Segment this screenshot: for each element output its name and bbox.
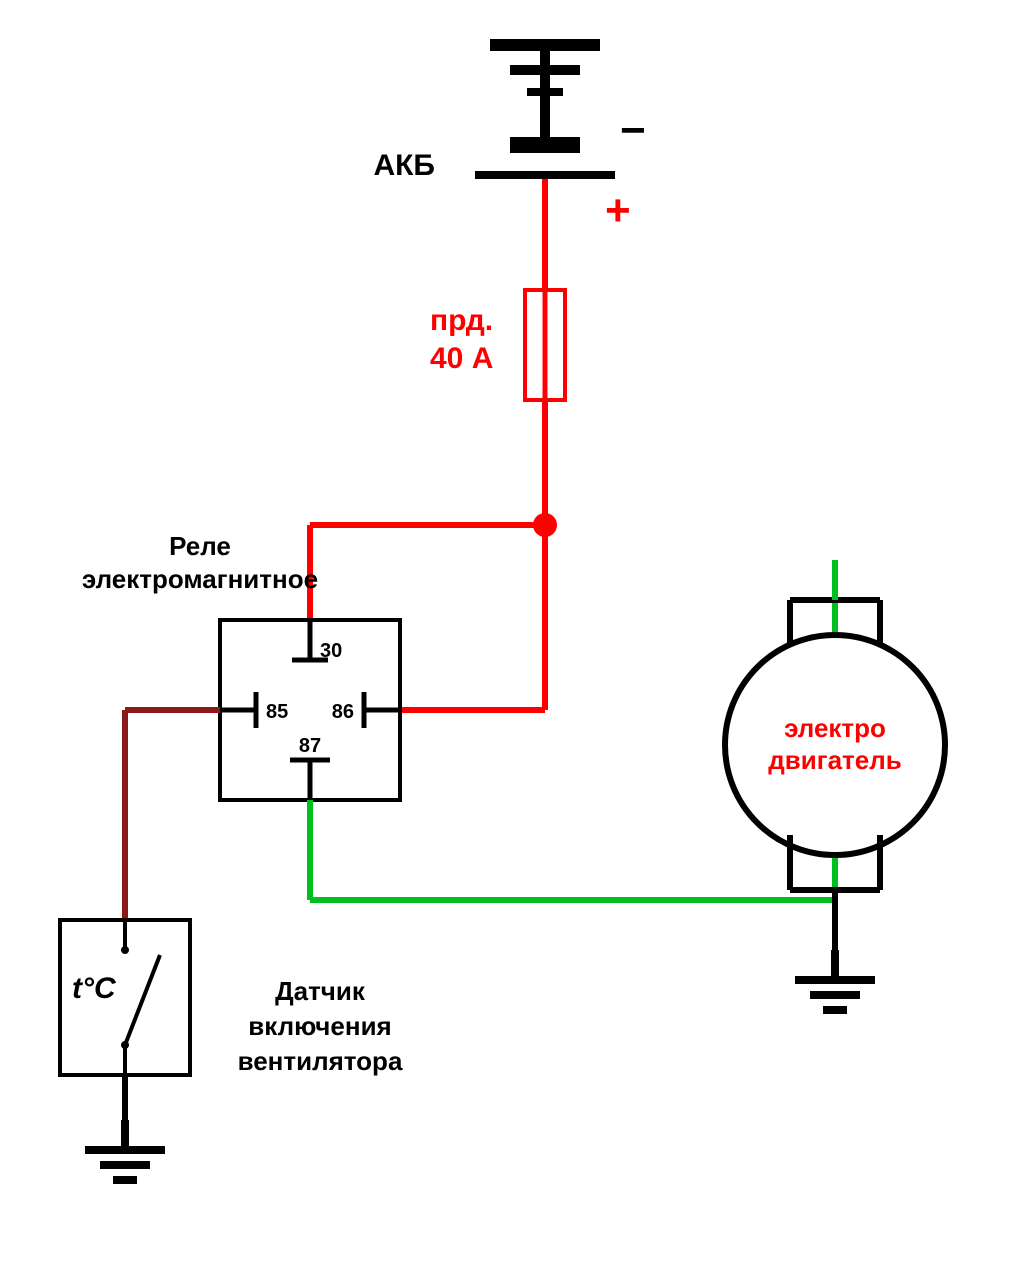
- pin-30: 30: [320, 640, 342, 662]
- pin-85: 85: [266, 701, 288, 723]
- pin-86: 86: [332, 701, 354, 723]
- sensor-label-2: включения: [248, 1011, 391, 1041]
- relay-label-1: Реле: [169, 531, 231, 561]
- motor-label-2: двигатель: [768, 745, 901, 775]
- pin-87: 87: [299, 735, 321, 757]
- motor-label-1: электро: [784, 713, 886, 743]
- plus-label: +: [605, 186, 631, 235]
- temp-symbol: t°C: [72, 972, 117, 1005]
- circuit-diagram: − + АКБ прд. 40 А 30 85 86 87 Релеэлектромагнитно…: [0, 0, 1013, 1276]
- fuse-label-2: 40 А: [430, 342, 493, 375]
- relay-label-2: электромагнитное: [82, 564, 318, 594]
- sensor-label-3: вентилятора: [238, 1046, 403, 1076]
- sensor-label-1: Датчик: [275, 976, 366, 1006]
- minus-label: −: [620, 106, 646, 155]
- fuse-label-1: прд.: [430, 304, 493, 337]
- battery-label: АКБ: [373, 149, 435, 182]
